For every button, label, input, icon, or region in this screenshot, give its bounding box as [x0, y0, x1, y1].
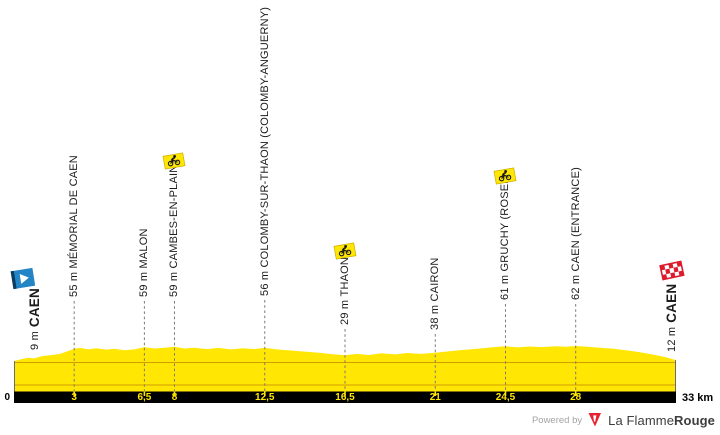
waypoint-elevation: 56 m — [258, 270, 271, 296]
waypoint-elevation: 61 m — [499, 274, 512, 300]
waypoint-name: MÉMORIAL DE CAEN — [68, 155, 81, 272]
waypoint-elevation: 38 m — [429, 304, 442, 330]
elevation-area — [14, 346, 676, 392]
waypoint-label: 12 m CAEN — [664, 283, 679, 352]
km-tick-label: 6,5 — [137, 391, 152, 403]
waypoint-elevation: 29 m — [339, 299, 351, 325]
waypoint-label: 59 m CAMBES-EN-PLAINE — [167, 157, 181, 297]
km-tick-label: 3 — [71, 391, 77, 403]
waypoint-label: 9 m CAEN — [27, 288, 42, 350]
km-tick-label: 21 — [429, 391, 441, 403]
waypoint-name: CAEN — [664, 283, 679, 327]
km-tick-label: 28 — [570, 391, 582, 403]
finish-flag-icon — [658, 260, 686, 287]
brand-name: La FlammeRouge — [608, 413, 715, 428]
waypoint-elevation: 9 m — [29, 331, 41, 350]
powered-by-label: Powered by — [531, 414, 583, 426]
sprint-flag-icon — [162, 152, 186, 175]
footer-branding[interactable]: Powered by La FlammeRouge — [532, 408, 715, 432]
waypoint-elevation: 59 m — [168, 271, 181, 297]
waypoint-elevation: 59 m — [138, 271, 151, 297]
km-tick-label: 33 km — [682, 391, 714, 404]
waypoint-name: MALON — [138, 228, 151, 272]
km-tick-label: 24,5 — [495, 391, 516, 403]
waypoint-label: 59 m MALON — [137, 228, 151, 297]
waypoint-elevation: 12 m — [666, 326, 678, 352]
waypoint-label: 61 m GRUCHY (ROSEL) — [498, 174, 512, 300]
brand-first: La Flamme — [608, 412, 675, 428]
waypoint-label: 29 m THAON — [338, 257, 352, 325]
waypoint-elevation: 62 m — [569, 274, 582, 300]
distance-bar — [14, 391, 676, 403]
sprint-flag-icon — [333, 242, 357, 265]
waypoint-label: 38 m CAIRON — [428, 257, 442, 330]
waypoint-label: 62 m CAEN (ENTRANCE) — [569, 167, 583, 300]
start-flag-icon — [9, 267, 37, 296]
waypoint-name: COLOMBY-SUR-THAON (COLOMBY-ANGUERNY) — [258, 6, 271, 271]
waypoint-elevation: 55 m — [68, 271, 81, 297]
waypoint-label: 55 m MÉMORIAL DE CAEN — [67, 155, 81, 297]
km-tick-label: 0 — [4, 391, 10, 403]
km-tick-label: 12,5 — [255, 391, 275, 403]
waypoint-name: CAIRON — [429, 257, 442, 305]
brand-second: Rouge — [674, 412, 715, 428]
waypoint-name: CAEN (ENTRANCE) — [569, 167, 582, 275]
km-tick-label: 16,5 — [335, 391, 355, 403]
km-tick-label: 8 — [171, 391, 178, 403]
waypoint-label: 56 m COLOMBY-SUR-THAON (COLOMBY-ANGUERNY… — [258, 7, 272, 296]
sprint-flag-icon — [493, 167, 517, 190]
laflammerouge-logo-icon — [588, 413, 602, 427]
